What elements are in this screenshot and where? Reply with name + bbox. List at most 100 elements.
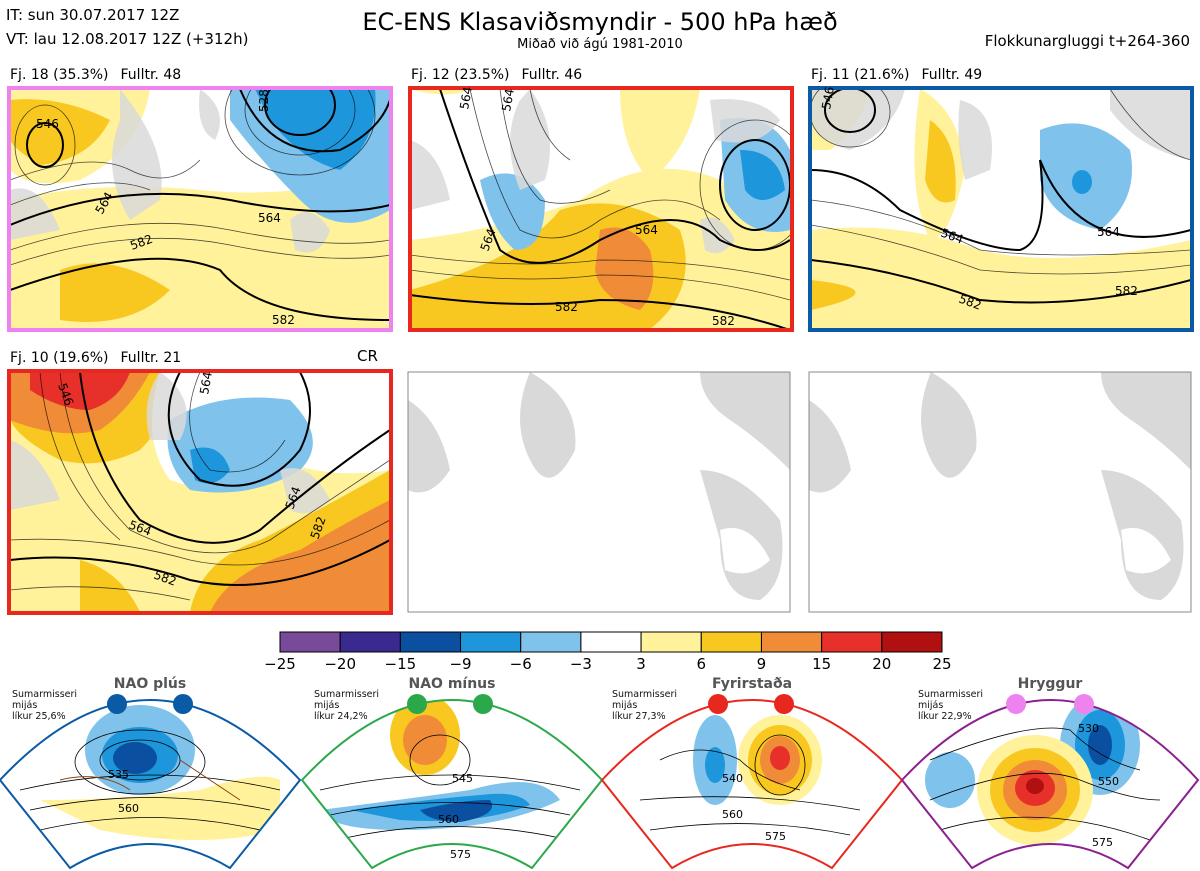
colorbar-swatch (881, 631, 943, 653)
valid-time: VT: lau 12.08.2017 12Z (+312h) (6, 30, 249, 48)
initial-time: IT: sun 30.07.2017 12Z (6, 6, 180, 24)
panel-3-label: Fj. 11 (21.6%) Fulltr. 49 (811, 67, 994, 83)
colorbar-swatch (399, 631, 462, 653)
panel-3-map (811, 89, 1191, 329)
panel-1-contour-label: 528 (257, 89, 271, 112)
panel-2-contour-label: 582 (555, 300, 578, 314)
panel-4-members: Fulltr. 21 (120, 350, 182, 366)
regime-3-likelihood: líkur 27,3% (612, 711, 666, 722)
regime-1-name: NAO plús (113, 676, 187, 692)
regime-2-contour-label: 560 (438, 813, 459, 826)
panel-1-frame (7, 86, 393, 332)
regime-2-name: NAO mínus (408, 676, 496, 692)
panel-1-members: Fulltr. 48 (120, 67, 182, 83)
colorbar-swatch (640, 631, 702, 653)
regime-1-contour-label: 535 (108, 768, 129, 781)
panel-3-frame (808, 86, 1194, 332)
colorbar-tick-label: −6 (509, 655, 532, 673)
regime-2-contour-label: 575 (450, 848, 471, 861)
regime-2-marker (473, 694, 493, 714)
control-run-label: CR (357, 347, 378, 365)
regime-4-contour-label: 550 (1098, 775, 1119, 788)
panel-3-members: Fulltr. 49 (921, 67, 983, 83)
panel-3-contour-label: 582 (1115, 284, 1138, 298)
regime-1-period: mijás (12, 700, 38, 711)
regime-4-frame (900, 699, 1200, 870)
regime-2-frame (300, 699, 604, 870)
page-title: EC-ENS Klasaviðsmyndir - 500 hPa hæð (362, 8, 838, 36)
panel-2-fraction: Fj. 12 (23.5%) (411, 67, 510, 83)
colorbar-swatch (520, 631, 582, 653)
regime-3-period: mijás (612, 700, 638, 711)
classification-window: Flokkunargluggi t+264-360 (984, 32, 1190, 50)
regime-1-frame (0, 699, 302, 870)
panel-2-contour-label: 564 (457, 86, 475, 111)
regime-3-map (602, 700, 902, 868)
regime-4-season: Sumarmisseri (918, 689, 984, 700)
colorbar-swatch (580, 631, 642, 653)
colorbar-tick-label: −3 (569, 655, 592, 673)
panel-4-map (10, 372, 390, 612)
colorbar-swatch (460, 631, 522, 653)
regime-2-marker (407, 694, 427, 714)
regime-1-info: Sumarmisseri mijás líkur 25,6% (12, 689, 77, 722)
regime-3-contour-label: 575 (765, 830, 786, 843)
colorbar-swatch (339, 631, 401, 653)
panel-4-frame (7, 369, 393, 615)
colorbar-tick-label: −15 (384, 655, 417, 673)
regime-4-name: Hryggur (1017, 676, 1083, 692)
panel-1-contour-label: 582 (272, 313, 295, 327)
regime-4-marker (1006, 694, 1026, 714)
colorbar-tick-label: 9 (756, 655, 767, 673)
regime-3-marker (708, 694, 728, 714)
regime-2-season: Sumarmisseri (314, 689, 380, 700)
panel-1-label: Fj. 18 (35.3%) Fulltr. 48 (10, 67, 193, 83)
panel-2-contour-label: 564 (499, 88, 517, 113)
regime-2-period: mijás (314, 700, 340, 711)
panel-1-contour-label: 546 (36, 117, 59, 131)
regime-3-name: Fyrirstaða (711, 676, 793, 692)
panel-1-map (10, 89, 390, 329)
panel-3-contour-label: 564 (1097, 225, 1120, 239)
regime-3-season: Sumarmisseri (612, 689, 678, 700)
colorbar-tick-label: −20 (324, 655, 356, 673)
panel-6-frame (808, 371, 1192, 613)
colorbar-tick-label: 15 (812, 655, 832, 673)
regime-1-marker (173, 694, 193, 714)
colorbar-swatch (821, 631, 883, 653)
panel-2-map (410, 89, 790, 329)
panel-5-blank-map (408, 372, 790, 612)
panel-5-frame (407, 371, 791, 613)
regime-4-map (902, 700, 1198, 868)
colorbar-tick-label: −25 (264, 655, 296, 673)
colorbar-tick-label: 6 (696, 655, 707, 673)
panel-3-fraction: Fj. 11 (21.6%) (811, 67, 910, 83)
panel-2-members: Fulltr. 46 (521, 67, 583, 83)
regime-2-info: Sumarmisseri mijás líkur 24,2% (314, 689, 379, 722)
regime-1-marker (107, 694, 127, 714)
regime-4-period: mijás (918, 700, 944, 711)
regime-2-contour-label: 545 (452, 772, 473, 785)
panel-6-blank-map (809, 372, 1191, 612)
regime-3-contour-label: 540 (722, 772, 743, 785)
panel-2-frame (408, 86, 794, 332)
colorbar-tick-label: 25 (932, 655, 952, 673)
colorbar-tick-label: 20 (872, 655, 892, 673)
regime-4-contour-label: 530 (1078, 722, 1099, 735)
panel-2-contour-label: 564 (635, 223, 658, 237)
colorbar-swatch (760, 631, 823, 653)
page-subtitle: Miðað við ágú 1981-2010 (517, 37, 683, 52)
panel-2-contour-label: 582 (712, 314, 735, 328)
panel-4-label: Fj. 10 (19.6%) Fulltr. 21 (10, 350, 193, 366)
panel-1-fraction: Fj. 18 (35.3%) (10, 67, 109, 83)
panel-2-label: Fj. 12 (23.5%) Fulltr. 46 (411, 67, 594, 83)
panel-4-contour-label: 564 (197, 371, 215, 396)
panel-4-fraction: Fj. 10 (19.6%) (10, 350, 109, 366)
regime-1-likelihood: líkur 25,6% (12, 711, 66, 722)
regime-3-frame (600, 699, 904, 870)
panel-3-contour-label: 546 (819, 86, 837, 111)
regime-1-contour-label: 560 (118, 802, 139, 815)
colorbar-tick-label: −9 (449, 655, 472, 673)
regime-4-marker (1074, 694, 1094, 714)
